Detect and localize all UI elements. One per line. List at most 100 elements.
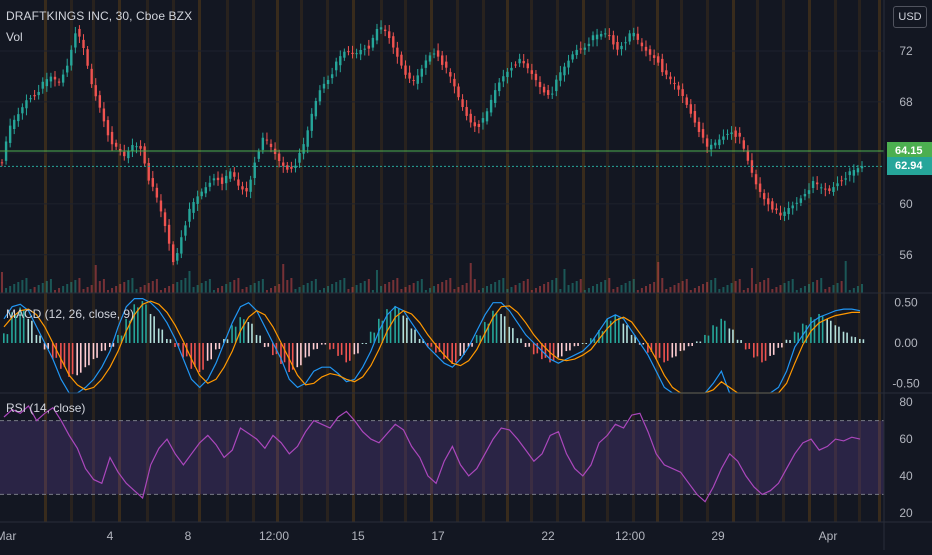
volume-bar xyxy=(445,280,448,293)
macd-histogram-bar xyxy=(781,343,783,348)
volume-bar xyxy=(176,282,179,293)
volume-bar xyxy=(347,289,350,293)
volume-bar xyxy=(665,289,668,293)
macd-histogram-bar xyxy=(829,320,832,343)
volume-bar xyxy=(522,281,525,293)
volume-bar xyxy=(408,285,411,293)
macd-histogram-bar xyxy=(357,343,359,354)
macd-histogram-bar xyxy=(589,338,592,343)
candle-body xyxy=(33,95,36,97)
macd-histogram-bar xyxy=(642,343,645,345)
candle-body xyxy=(347,51,350,53)
candle-body xyxy=(705,138,709,147)
candle-body xyxy=(204,187,207,194)
session-stripe xyxy=(456,0,459,522)
macd-histogram-bar xyxy=(145,304,147,343)
volume-bar xyxy=(856,286,859,293)
candle-body xyxy=(383,29,387,32)
currency-button[interactable]: USD xyxy=(893,6,927,28)
candle-body xyxy=(604,33,607,35)
volume-bar xyxy=(37,285,40,293)
candle-body xyxy=(481,118,485,123)
x-tick-label: 4 xyxy=(107,529,114,543)
candle-body xyxy=(98,95,102,108)
volume-bar xyxy=(530,290,533,293)
candle-body xyxy=(493,90,497,103)
volume-bar xyxy=(771,289,774,293)
session-stripe xyxy=(198,0,201,522)
macd-histogram-bar xyxy=(736,339,739,343)
rsi-line xyxy=(3,404,861,503)
macd-histogram-bar xyxy=(128,320,131,343)
candle-body xyxy=(599,34,603,37)
candle-body xyxy=(681,89,684,96)
volume-bar xyxy=(726,285,729,293)
session-stripe xyxy=(858,0,861,522)
macd-histogram-bar xyxy=(459,343,462,356)
volume-bar xyxy=(555,278,558,293)
macd-histogram-bar xyxy=(818,313,820,343)
macd-histogram-bar xyxy=(389,311,392,343)
macd-pane[interactable] xyxy=(3,298,865,394)
volume-bar xyxy=(233,280,236,293)
rsi-pane[interactable] xyxy=(0,404,884,503)
macd-histogram-bar xyxy=(821,316,824,343)
macd-histogram-bar xyxy=(22,310,25,343)
volume-bar xyxy=(359,283,362,293)
macd-histogram-bar xyxy=(707,335,710,343)
session-stripe xyxy=(482,0,485,522)
price-pane[interactable] xyxy=(0,20,884,293)
volume-bar xyxy=(25,278,28,293)
volume-bar xyxy=(58,288,61,293)
candle-body xyxy=(78,28,81,37)
macd-histogram-bar xyxy=(744,343,747,350)
rsi-label: RSI (14, close) xyxy=(6,401,86,415)
macd-histogram-bar xyxy=(557,343,559,358)
candle-body xyxy=(824,188,827,190)
volume-bar xyxy=(681,281,684,293)
volume-bar xyxy=(127,280,130,293)
candle-body xyxy=(726,133,729,135)
volume-bar xyxy=(783,283,786,293)
volume-bars xyxy=(1,261,863,293)
macd-histogram-bar xyxy=(43,343,46,350)
macd-histogram-bar xyxy=(386,309,388,343)
volume-bar xyxy=(1,272,3,293)
candle-body xyxy=(17,114,20,122)
macd-histogram-bar xyxy=(834,325,837,343)
candle-body xyxy=(322,83,326,89)
candle-body xyxy=(632,32,635,37)
candle-body xyxy=(25,100,28,109)
macd-histogram-bar xyxy=(573,343,576,347)
volume-bar xyxy=(746,288,749,293)
volume-bar xyxy=(327,286,330,293)
volume-bar xyxy=(763,280,766,293)
macd-histogram-bar xyxy=(715,326,718,343)
candle-body xyxy=(212,178,216,181)
candle-body xyxy=(61,74,65,83)
session-stripe xyxy=(44,0,47,522)
macd-histogram-bar xyxy=(31,320,33,343)
macd-histogram-bar xyxy=(606,318,608,343)
candle-body xyxy=(432,53,436,55)
candle-body xyxy=(644,46,648,51)
candle-body xyxy=(665,70,668,75)
macd-histogram-bar xyxy=(495,313,498,343)
volume-bar xyxy=(673,285,676,293)
volume-bar xyxy=(473,279,476,293)
macd-histogram-bar xyxy=(414,329,416,343)
candle-body xyxy=(608,35,611,37)
macd-histogram-bar xyxy=(813,319,816,343)
candle-body xyxy=(742,140,746,149)
macd-histogram-bar xyxy=(581,343,584,344)
macd-histogram-bar xyxy=(190,343,193,369)
macd-histogram-bar xyxy=(552,343,555,361)
macd-histogram-bar xyxy=(634,335,636,343)
candle-body xyxy=(245,188,248,192)
candle-body xyxy=(127,151,130,159)
candle-body xyxy=(298,152,301,163)
session-stripe xyxy=(782,0,785,522)
volume-bar xyxy=(29,289,32,293)
